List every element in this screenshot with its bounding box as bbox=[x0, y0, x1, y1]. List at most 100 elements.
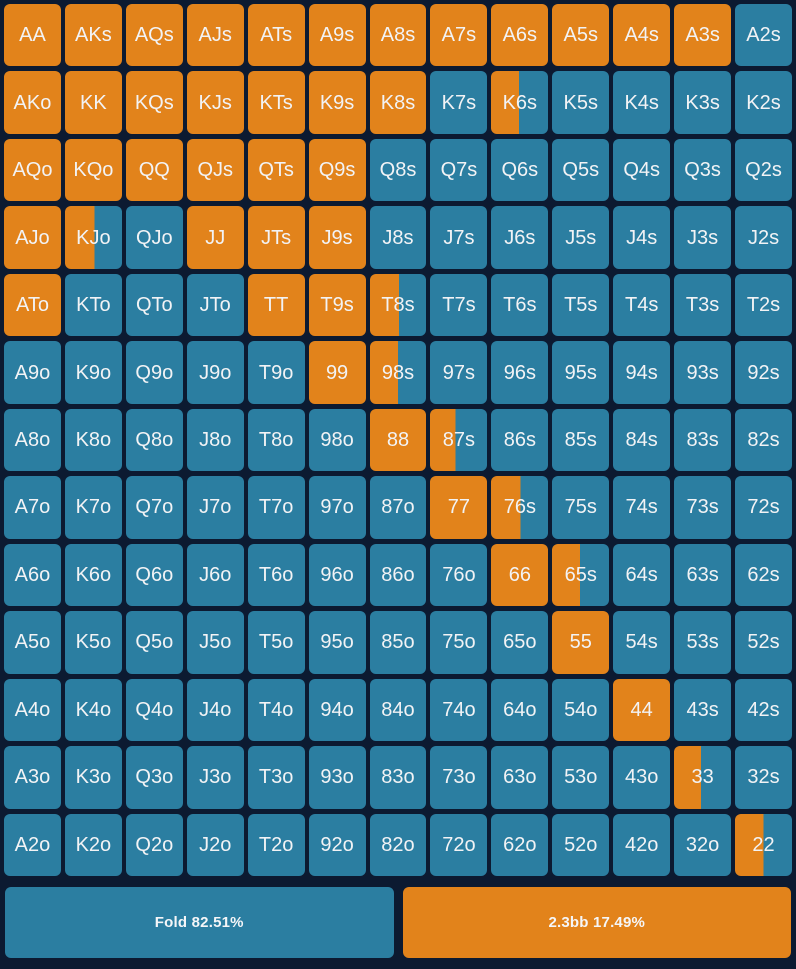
hand-cell-K6s[interactable]: K6s bbox=[491, 71, 549, 134]
hand-cell-Q6o[interactable]: Q6o bbox=[125, 543, 183, 607]
hand-cell-Q2o[interactable]: Q2o bbox=[125, 813, 183, 876]
hand-cell-87s[interactable]: 87s bbox=[430, 408, 488, 472]
hand-cell-65s[interactable]: 65s bbox=[552, 543, 610, 607]
hand-cell-63s[interactable]: 63s bbox=[674, 543, 732, 607]
hand-cell-QJo[interactable]: QJo bbox=[125, 206, 183, 269]
hand-cell-J2o[interactable]: J2o bbox=[186, 813, 244, 876]
hand-cell-A5s[interactable]: A5s bbox=[552, 4, 610, 67]
hand-cell-K5s[interactable]: K5s bbox=[552, 71, 610, 134]
hand-cell-K4s[interactable]: K4s bbox=[613, 71, 671, 134]
hand-cell-K5o[interactable]: K5o bbox=[64, 611, 122, 674]
hand-cell-J7s[interactable]: J7s bbox=[430, 206, 488, 269]
hand-cell-Q4o[interactable]: Q4o bbox=[125, 678, 183, 742]
hand-cell-T7o[interactable]: T7o bbox=[247, 476, 305, 539]
hand-cell-KJo[interactable]: KJo bbox=[64, 206, 122, 269]
hand-cell-J3o[interactable]: J3o bbox=[186, 746, 244, 809]
hand-cell-72s[interactable]: 72s bbox=[735, 476, 792, 539]
hand-cell-Q2s[interactable]: Q2s bbox=[735, 138, 792, 202]
hand-cell-A6s[interactable]: A6s bbox=[491, 4, 549, 67]
hand-cell-A4s[interactable]: A4s bbox=[613, 4, 671, 67]
hand-cell-QTs[interactable]: QTs bbox=[247, 138, 305, 202]
hand-cell-52s[interactable]: 52s bbox=[735, 611, 792, 674]
hand-cell-Q4s[interactable]: Q4s bbox=[613, 138, 671, 202]
hand-cell-62o[interactable]: 62o bbox=[491, 813, 549, 876]
hand-cell-QTo[interactable]: QTo bbox=[125, 273, 183, 337]
hand-cell-K8o[interactable]: K8o bbox=[64, 408, 122, 472]
hand-cell-55[interactable]: 55 bbox=[552, 611, 610, 674]
hand-cell-AJs[interactable]: AJs bbox=[186, 4, 244, 67]
hand-cell-J6o[interactable]: J6o bbox=[186, 543, 244, 607]
hand-cell-65o[interactable]: 65o bbox=[491, 611, 549, 674]
hand-cell-QJs[interactable]: QJs bbox=[186, 138, 244, 202]
hand-cell-J3s[interactable]: J3s bbox=[674, 206, 732, 269]
hand-cell-88[interactable]: 88 bbox=[369, 408, 427, 472]
hand-cell-95o[interactable]: 95o bbox=[308, 611, 366, 674]
hand-cell-Q5s[interactable]: Q5s bbox=[552, 138, 610, 202]
hand-cell-Q8o[interactable]: Q8o bbox=[125, 408, 183, 472]
hand-cell-JTo[interactable]: JTo bbox=[186, 273, 244, 337]
hand-cell-82s[interactable]: 82s bbox=[735, 408, 792, 472]
hand-cell-J6s[interactable]: J6s bbox=[491, 206, 549, 269]
hand-cell-Q7o[interactable]: Q7o bbox=[125, 476, 183, 539]
hand-cell-76o[interactable]: 76o bbox=[430, 543, 488, 607]
hand-cell-TT[interactable]: TT bbox=[247, 273, 305, 337]
hand-cell-Q3o[interactable]: Q3o bbox=[125, 746, 183, 809]
hand-cell-J5o[interactable]: J5o bbox=[186, 611, 244, 674]
hand-cell-J9o[interactable]: J9o bbox=[186, 341, 244, 404]
hand-cell-86s[interactable]: 86s bbox=[491, 408, 549, 472]
hand-cell-86o[interactable]: 86o bbox=[369, 543, 427, 607]
hand-cell-33[interactable]: 33 bbox=[674, 746, 732, 809]
hand-cell-A4o[interactable]: A4o bbox=[4, 678, 61, 742]
hand-cell-95s[interactable]: 95s bbox=[552, 341, 610, 404]
hand-cell-32s[interactable]: 32s bbox=[735, 746, 792, 809]
hand-cell-J4o[interactable]: J4o bbox=[186, 678, 244, 742]
hand-cell-ATs[interactable]: ATs bbox=[247, 4, 305, 67]
hand-cell-T7s[interactable]: T7s bbox=[430, 273, 488, 337]
hand-cell-T6o[interactable]: T6o bbox=[247, 543, 305, 607]
hand-cell-T9s[interactable]: T9s bbox=[308, 273, 366, 337]
hand-cell-A3s[interactable]: A3s bbox=[674, 4, 732, 67]
hand-cell-74s[interactable]: 74s bbox=[613, 476, 671, 539]
hand-cell-83s[interactable]: 83s bbox=[674, 408, 732, 472]
hand-cell-73s[interactable]: 73s bbox=[674, 476, 732, 539]
hand-cell-ATo[interactable]: ATo bbox=[4, 273, 61, 337]
hand-cell-A8o[interactable]: A8o bbox=[4, 408, 61, 472]
hand-cell-J8s[interactable]: J8s bbox=[369, 206, 427, 269]
hand-cell-98o[interactable]: 98o bbox=[308, 408, 366, 472]
hand-cell-Q5o[interactable]: Q5o bbox=[125, 611, 183, 674]
hand-cell-75s[interactable]: 75s bbox=[552, 476, 610, 539]
hand-cell-KJs[interactable]: KJs bbox=[186, 71, 244, 134]
hand-cell-66[interactable]: 66 bbox=[491, 543, 549, 607]
hand-cell-22[interactable]: 22 bbox=[735, 813, 792, 876]
hand-cell-84s[interactable]: 84s bbox=[613, 408, 671, 472]
hand-cell-JJ[interactable]: JJ bbox=[186, 206, 244, 269]
hand-cell-AQs[interactable]: AQs bbox=[125, 4, 183, 67]
hand-cell-K3o[interactable]: K3o bbox=[64, 746, 122, 809]
hand-cell-72o[interactable]: 72o bbox=[430, 813, 488, 876]
hand-cell-93o[interactable]: 93o bbox=[308, 746, 366, 809]
hand-cell-K4o[interactable]: K4o bbox=[64, 678, 122, 742]
hand-cell-K3s[interactable]: K3s bbox=[674, 71, 732, 134]
hand-cell-Q3s[interactable]: Q3s bbox=[674, 138, 732, 202]
hand-cell-JTs[interactable]: JTs bbox=[247, 206, 305, 269]
hand-cell-KQs[interactable]: KQs bbox=[125, 71, 183, 134]
hand-cell-98s[interactable]: 98s bbox=[369, 341, 427, 404]
hand-cell-93s[interactable]: 93s bbox=[674, 341, 732, 404]
hand-cell-J5s[interactable]: J5s bbox=[552, 206, 610, 269]
hand-cell-82o[interactable]: 82o bbox=[369, 813, 427, 876]
hand-cell-77[interactable]: 77 bbox=[430, 476, 488, 539]
hand-cell-AJo[interactable]: AJo bbox=[4, 206, 61, 269]
hand-cell-32o[interactable]: 32o bbox=[674, 813, 732, 876]
hand-cell-42o[interactable]: 42o bbox=[613, 813, 671, 876]
hand-cell-54o[interactable]: 54o bbox=[552, 678, 610, 742]
hand-cell-AKo[interactable]: AKo bbox=[4, 71, 61, 134]
hand-cell-A3o[interactable]: A3o bbox=[4, 746, 61, 809]
hand-cell-J7o[interactable]: J7o bbox=[186, 476, 244, 539]
hand-cell-AA[interactable]: AA bbox=[4, 4, 61, 67]
hand-cell-A7s[interactable]: A7s bbox=[430, 4, 488, 67]
hand-cell-T5s[interactable]: T5s bbox=[552, 273, 610, 337]
hand-cell-53s[interactable]: 53s bbox=[674, 611, 732, 674]
hand-cell-T8s[interactable]: T8s bbox=[369, 273, 427, 337]
hand-cell-QQ[interactable]: QQ bbox=[125, 138, 183, 202]
hand-cell-T9o[interactable]: T9o bbox=[247, 341, 305, 404]
